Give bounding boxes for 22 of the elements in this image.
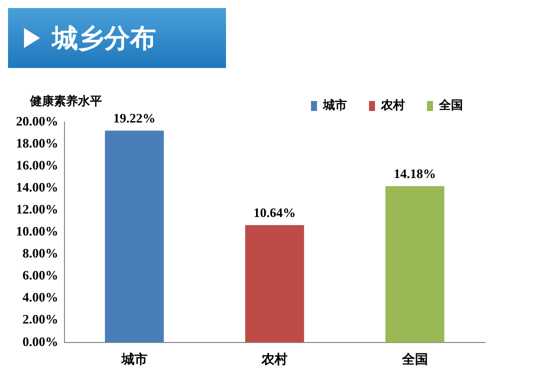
y-tick-label: 18.00% <box>16 135 58 150</box>
y-tick-label: 8.00% <box>22 246 58 261</box>
data-label: 14.18% <box>394 166 436 181</box>
y-tick-label: 16.00% <box>16 157 58 172</box>
y-tick-label: 6.00% <box>22 268 58 283</box>
chart-title: 城乡分布 <box>52 22 156 56</box>
data-label: 10.64% <box>254 205 296 220</box>
y-tick-label: 4.00% <box>22 290 58 305</box>
y-tick-label: 2.00% <box>22 312 58 327</box>
y-tick-label: 12.00% <box>16 202 58 217</box>
y-tick-label: 14.00% <box>16 179 58 194</box>
data-label: 19.22% <box>113 110 156 126</box>
x-tick-label: 农村 <box>260 352 288 368</box>
legend-label: 城市 <box>322 98 347 112</box>
legend-label: 农村 <box>380 98 405 112</box>
y-tick-label: 0.00% <box>22 334 58 349</box>
x-tick-label: 全国 <box>400 352 428 368</box>
y-axis-title: 健康素养水平 <box>29 94 102 108</box>
legend-label: 全国 <box>438 98 463 112</box>
y-tick-label: 10.00% <box>16 224 58 239</box>
y-tick-label: 20.00% <box>16 113 58 128</box>
x-tick-label: 城市 <box>120 352 148 368</box>
